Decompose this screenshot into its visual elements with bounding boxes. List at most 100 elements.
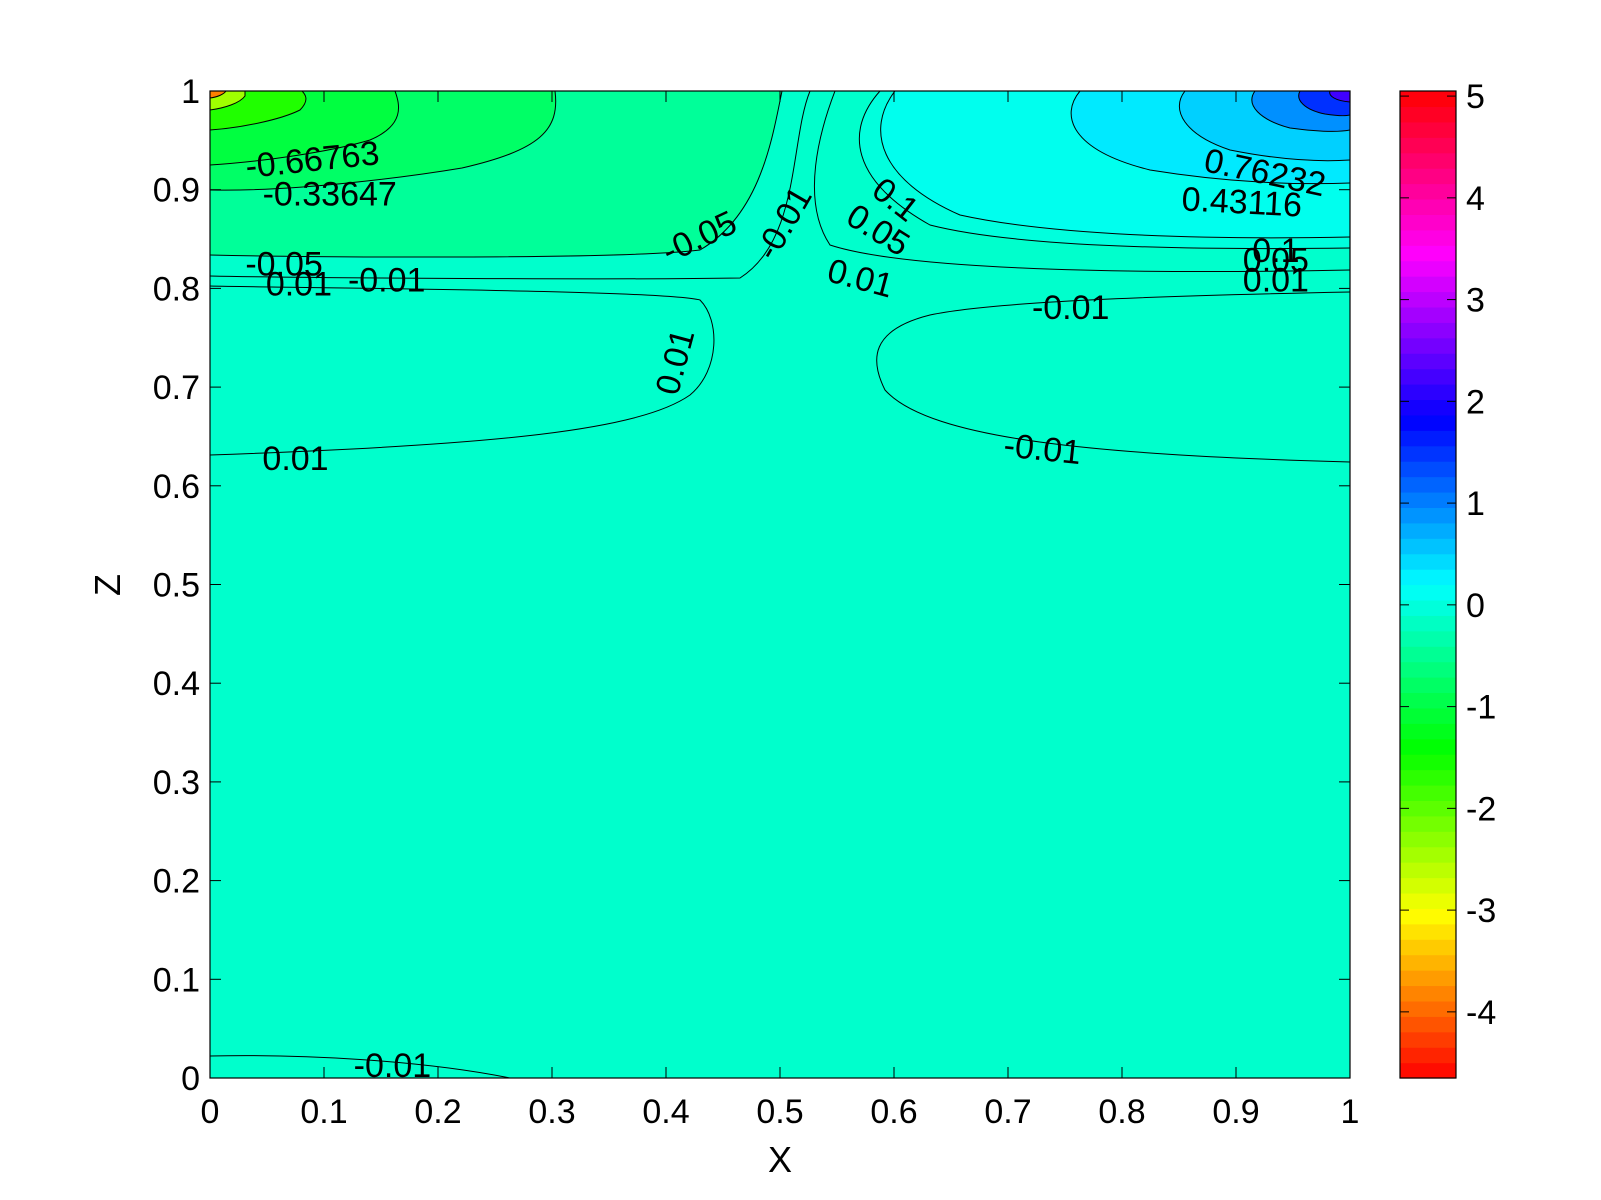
x-tick-label: 0.2 (414, 1093, 461, 1131)
contour-label: 0.1 (1252, 232, 1299, 270)
colorbar-tick-label: -1 (1466, 689, 1496, 727)
colorbar-band (1400, 91, 1456, 108)
colorbar-band (1400, 769, 1456, 786)
contour-line-mid-neg-001 (210, 91, 811, 280)
colorbar-band (1400, 245, 1456, 262)
colorbar-band (1400, 507, 1456, 524)
y-tick-label: 0.9 (153, 172, 200, 210)
contour-label: -0.01 (348, 261, 426, 299)
x-tick-label: 0.3 (528, 1093, 575, 1131)
colorbar-band (1400, 368, 1456, 385)
colorbar-band (1400, 1000, 1456, 1017)
colorbar-band (1400, 599, 1456, 616)
y-axis-label: Z (87, 574, 128, 596)
contour-line-right-076 (1178, 91, 1350, 162)
contour-line-mid-pos-001 (210, 285, 715, 456)
colorbar-band (1400, 707, 1456, 724)
contour-label: -0.05 (245, 246, 323, 284)
colorbar-bands (1400, 91, 1456, 1079)
colorbar-band (1400, 260, 1456, 277)
colorbar-band (1400, 152, 1456, 169)
colorbar-band (1400, 337, 1456, 354)
colorbar-band (1400, 877, 1456, 894)
colorbar-band (1400, 646, 1456, 663)
colorbar-band (1400, 106, 1456, 123)
colorbar-band (1400, 831, 1456, 848)
contour-label: -0.33647 (263, 176, 397, 214)
colorbar-tick-label: 1 (1466, 485, 1485, 523)
colorbar-tick-label: 4 (1466, 180, 1485, 218)
contour-label: 0.01 (266, 265, 332, 303)
colorbar-tick-label: -4 (1466, 994, 1496, 1032)
x-tick-label: 0 (201, 1093, 220, 1131)
colorbar-band (1400, 491, 1456, 508)
colorbar-band (1400, 815, 1456, 832)
colorbar-tick-label: 0 (1466, 587, 1485, 625)
colorbar-frame (1399, 90, 1457, 1079)
contour-label: 0.43116 (1181, 180, 1303, 224)
contour-line-right-neg-001 (876, 291, 1350, 463)
colorbar-band (1400, 661, 1456, 678)
y-tick-label: 0.8 (153, 270, 200, 308)
colorbar-band (1400, 677, 1456, 694)
colorbar-band (1400, 276, 1456, 293)
colorbar-tick-label: -2 (1466, 790, 1496, 828)
colorbar-band (1400, 322, 1456, 339)
colorbar-band (1400, 384, 1456, 401)
contour-label: -0.01 (1002, 426, 1083, 472)
colorbar-band (1400, 121, 1456, 138)
colorbar-band (1400, 183, 1456, 200)
colorbar-band (1400, 892, 1456, 909)
colorbar-band (1400, 430, 1456, 447)
contour-line-left-005 (210, 91, 783, 258)
contour-label: 0.05 (1243, 242, 1309, 280)
x-tick-label: 0.8 (1098, 1093, 1145, 1131)
colorbar-band (1400, 908, 1456, 925)
colorbar-band (1400, 1062, 1456, 1079)
contour-line-right-peak (1298, 91, 1350, 117)
colorbar-band (1400, 985, 1456, 1002)
contour-line-right-005 (858, 91, 1350, 250)
y-tick-label: 1 (181, 73, 200, 111)
colorbar-band (1400, 214, 1456, 231)
contour-line-left-033 (210, 91, 557, 191)
x-tick-label: 0.6 (870, 1093, 917, 1131)
contour-label: 0.01 (1243, 261, 1309, 299)
colorbar-band (1400, 229, 1456, 246)
y-tick-label: 0.2 (153, 863, 200, 901)
colorbar-band (1400, 1016, 1456, 1033)
contour-line-right-001 (813, 91, 1350, 273)
contour-line-right-043 (1070, 91, 1350, 185)
contour-line-left-peak (210, 91, 246, 111)
contour-label: -0.01 (354, 1047, 432, 1085)
colorbar-band (1400, 291, 1456, 308)
colorbar-band (1400, 923, 1456, 940)
colorbar-band (1400, 414, 1456, 431)
region-right-pos-max (1329, 91, 1350, 102)
contour-line-right-max (1329, 91, 1350, 103)
y-axis-ticks: 0 0.1 0.2 0.3 0.4 0.5 0.6 0.7 0.8 0.9 1 (153, 73, 1350, 1098)
colorbar-band (1400, 784, 1456, 802)
colorbar-band (1400, 476, 1456, 493)
colorbar-band (1400, 538, 1456, 555)
contour-line-left-core (210, 91, 307, 131)
colorbar-tick-label: 2 (1466, 383, 1485, 421)
colorbar-band (1400, 954, 1456, 971)
contour-label: -0.01 (1032, 289, 1110, 327)
colorbar-band (1400, 692, 1456, 709)
x-tick-label: 0.9 (1212, 1093, 1259, 1131)
colorbar-band (1400, 738, 1456, 755)
contour-label: 0.01 (262, 440, 328, 478)
contour-line-left-066 (210, 91, 400, 166)
colorbar-band (1400, 800, 1456, 817)
colorbar-band (1400, 754, 1456, 771)
colorbar-tick-label: 3 (1466, 282, 1485, 320)
y-tick-label: 0 (181, 1060, 200, 1098)
x-tick-label: 0.7 (984, 1093, 1031, 1131)
colorbar-band (1400, 168, 1456, 185)
x-tick-label: 0.5 (756, 1093, 803, 1131)
colorbar-band (1400, 353, 1456, 370)
colorbar-band (1400, 306, 1456, 323)
colorbar-band (1400, 522, 1456, 539)
